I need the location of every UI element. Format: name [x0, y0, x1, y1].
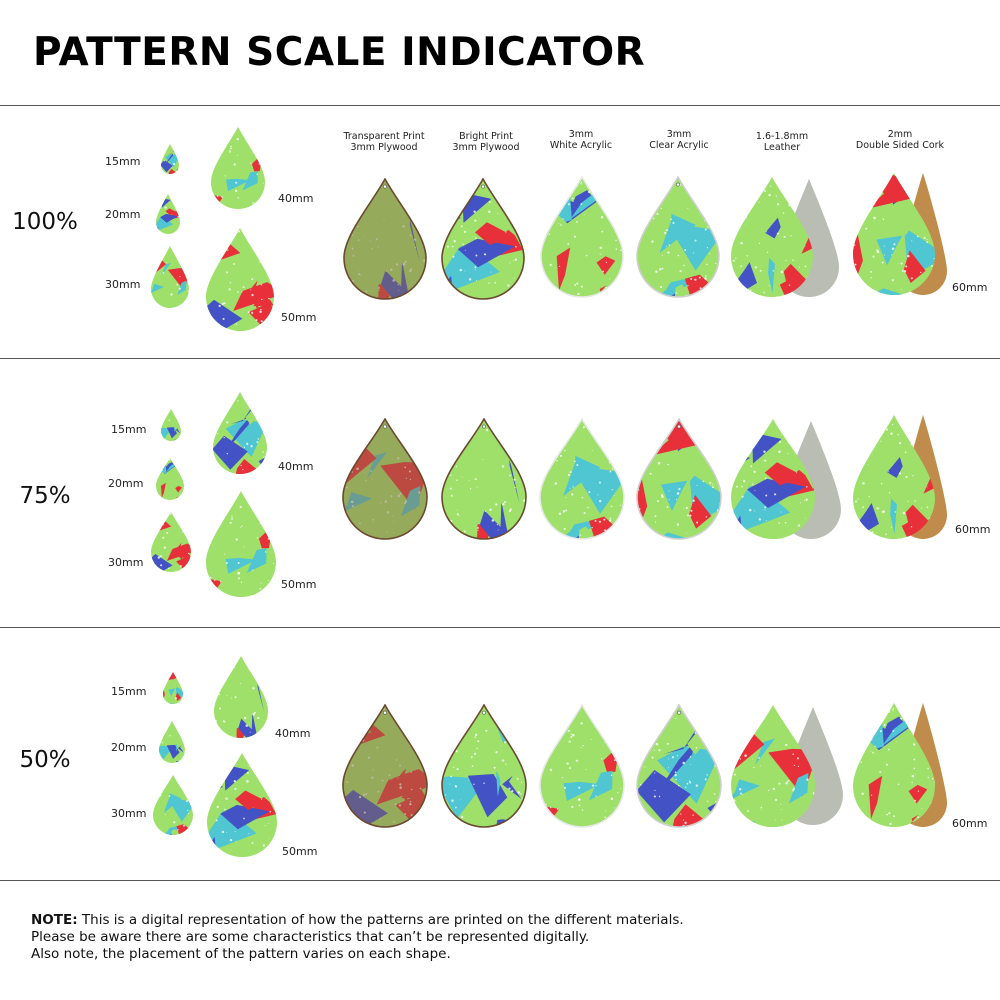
note-lead: NOTE:: [31, 912, 78, 928]
scale-label: 50%: [19, 747, 71, 773]
teardrop-white-acrylic: [539, 418, 625, 540]
size-label: 60mm: [955, 523, 991, 536]
material-label-transparent-plywood: Transparent Print 3mm Plywood: [343, 131, 425, 153]
teardrop-50mm: [206, 491, 276, 597]
size-label: 60mm: [952, 281, 988, 294]
size-label: 15mm: [111, 423, 147, 436]
divider: [0, 358, 1000, 359]
teardrop-20mm: [159, 721, 185, 763]
teardrop-20mm: [156, 458, 184, 500]
teardrop-bright-plywood: [441, 704, 527, 828]
material-label-leather: 1.6-1.8mm Leather: [755, 131, 809, 153]
note-text: NOTE: This is a digital representation o…: [31, 912, 684, 962]
teardrop-30mm: [151, 512, 191, 572]
teardrop-cork: [853, 415, 935, 539]
teardrop-leather: [731, 177, 813, 297]
size-label: 20mm: [111, 741, 147, 754]
size-label: 40mm: [275, 727, 311, 740]
teardrop-white-acrylic: [539, 704, 625, 828]
material-label-bright-plywood: Bright Print 3mm Plywood: [452, 131, 520, 153]
teardrop-50mm: [207, 753, 277, 857]
teardrop-bright-plywood: [441, 418, 527, 540]
teardrop-clear-acrylic: [636, 176, 720, 298]
teardrop-15mm: [161, 409, 181, 441]
divider: [0, 880, 1000, 881]
size-label: 50mm: [281, 578, 317, 591]
size-label: 60mm: [952, 817, 988, 830]
size-label: 30mm: [108, 556, 144, 569]
divider: [0, 105, 1000, 106]
size-label: 30mm: [111, 807, 147, 820]
teardrop-cork: [853, 173, 935, 295]
teardrop-40mm: [214, 656, 268, 738]
teardrop-clear-acrylic: [636, 418, 722, 540]
divider: [0, 627, 1000, 628]
size-label: 50mm: [281, 311, 317, 324]
size-label: 40mm: [278, 192, 314, 205]
teardrop-40mm: [211, 127, 265, 209]
size-label: 40mm: [278, 460, 314, 473]
size-label: 50mm: [282, 845, 318, 858]
scale-label: 100%: [12, 209, 78, 235]
material-label-clear-acrylic: 3mm Clear Acrylic: [649, 129, 709, 151]
material-label-white-acrylic: 3mm White Acrylic: [549, 129, 613, 151]
size-label: 15mm: [105, 155, 141, 168]
size-label: 30mm: [105, 278, 141, 291]
teardrop-cork: [853, 703, 935, 827]
teardrop-white-acrylic: [540, 176, 624, 298]
teardrop-leather: [731, 705, 815, 827]
teardrop-transparent-plywood: [342, 418, 428, 540]
teardrop-40mm: [213, 392, 267, 474]
teardrop-clear-acrylic: [636, 704, 722, 828]
teardrop-30mm: [151, 246, 189, 308]
teardrop-50mm: [206, 228, 274, 331]
page-title: PATTERN SCALE INDICATOR: [33, 30, 646, 75]
teardrop-15mm: [163, 672, 183, 704]
teardrop-leather: [731, 419, 815, 539]
size-label: 15mm: [111, 685, 147, 698]
teardrop-30mm: [153, 775, 193, 835]
teardrop-transparent-plywood: [343, 178, 427, 300]
teardrop-bright-plywood: [441, 178, 525, 300]
teardrop-15mm: [161, 144, 179, 174]
material-label-cork: 2mm Double Sided Cork: [855, 129, 945, 151]
teardrop-transparent-plywood: [342, 704, 428, 828]
size-label: 20mm: [105, 208, 141, 221]
scale-label: 75%: [19, 483, 71, 509]
size-label: 20mm: [108, 477, 144, 490]
teardrop-20mm: [156, 194, 180, 234]
